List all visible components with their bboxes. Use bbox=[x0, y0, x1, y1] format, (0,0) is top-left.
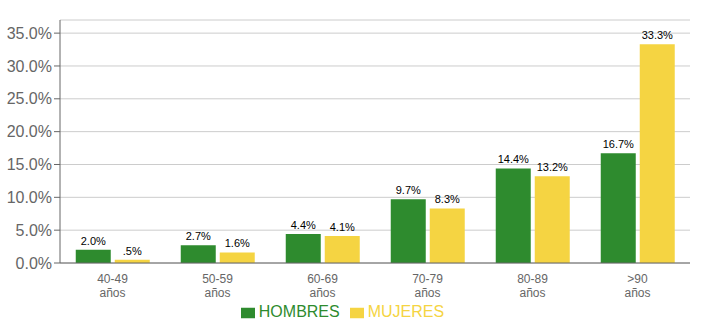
svg-text:33.3%: 33.3% bbox=[642, 29, 673, 41]
svg-text:60-69años: 60-69años bbox=[307, 272, 338, 300]
svg-text:16.7%: 16.7% bbox=[603, 138, 634, 150]
svg-text:50-59años: 50-59años bbox=[202, 272, 233, 300]
svg-text:.5%: .5% bbox=[123, 245, 142, 257]
svg-text:13.2%: 13.2% bbox=[537, 161, 568, 173]
svg-text:4.4%: 4.4% bbox=[291, 219, 316, 231]
svg-text:10.0%: 10.0% bbox=[8, 189, 52, 206]
svg-text:8.3%: 8.3% bbox=[435, 193, 460, 205]
svg-text:5.0%: 5.0% bbox=[16, 222, 52, 239]
svg-text:14.4%: 14.4% bbox=[498, 153, 529, 165]
html-text:HOMBRES: HOMBRES bbox=[258, 303, 340, 320]
svg-text:>90años: >90años bbox=[624, 272, 650, 300]
svg-text:35.0%: 35.0% bbox=[8, 25, 52, 42]
svg-text:2.7%: 2.7% bbox=[186, 230, 211, 242]
svg-text:30.0%: 30.0% bbox=[8, 58, 52, 75]
svg-text:0.0%: 0.0% bbox=[16, 255, 52, 272]
svg-text:4.1%: 4.1% bbox=[330, 221, 355, 233]
svg-text:2.0%: 2.0% bbox=[81, 235, 106, 247]
svg-text:15.0%: 15.0% bbox=[8, 156, 52, 173]
svg-text:25.0%: 25.0% bbox=[8, 90, 52, 107]
html-text:MUJERES: MUJERES bbox=[367, 303, 445, 320]
svg-text:1.6%: 1.6% bbox=[225, 237, 250, 249]
svg-text:70-79años: 70-79años bbox=[412, 272, 443, 300]
svg-text:20.0%: 20.0% bbox=[8, 123, 52, 140]
svg-text:40-49años: 40-49años bbox=[97, 272, 128, 300]
svg-text:9.7%: 9.7% bbox=[396, 184, 421, 196]
svg-text:80-89años: 80-89años bbox=[517, 272, 548, 300]
